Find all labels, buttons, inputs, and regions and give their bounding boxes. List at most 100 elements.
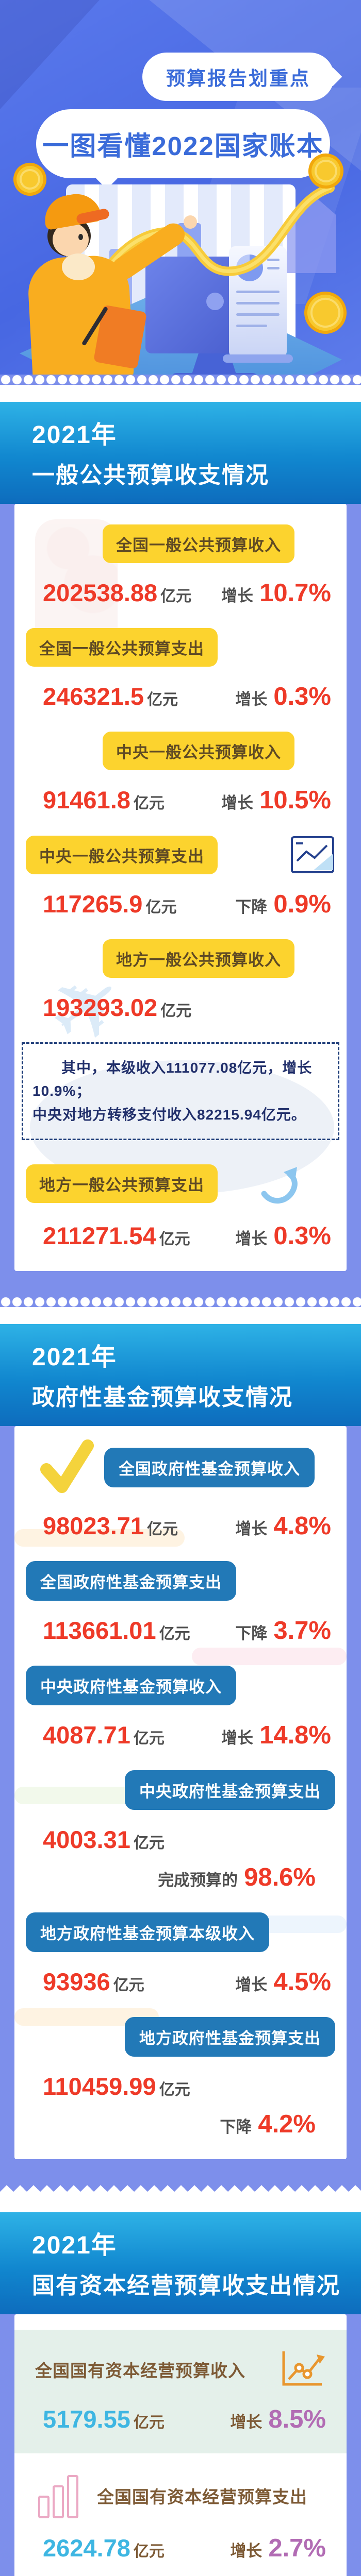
trend-label: 下降 xyxy=(235,1624,268,1643)
section1-year: 2021年 xyxy=(32,421,117,449)
budget-label: 全国一般公共预算收入 xyxy=(103,524,294,563)
section3-year: 2021年 xyxy=(32,2232,117,2260)
monitor-base xyxy=(171,373,258,375)
amount-unit: 亿元 xyxy=(160,588,192,605)
worker-figure xyxy=(21,190,197,375)
amount-value: 93936 xyxy=(43,1968,110,1996)
amount-unit: 亿元 xyxy=(145,899,177,916)
amount-value: 5179.55 xyxy=(43,2405,130,2433)
percent-value: 0.3% xyxy=(273,683,331,710)
value-row: 5179.55 亿元 增长 8.5% xyxy=(43,2405,326,2434)
trend-label: 增长 xyxy=(221,794,254,812)
section2-header: 2021年 政府性基金预算收支情况 xyxy=(0,1324,361,1427)
value-row: 193293.02 亿元 xyxy=(43,993,331,1022)
amount-unit: 亿元 xyxy=(133,1835,165,1852)
label-row: 全国一般公共预算支出 xyxy=(26,628,335,667)
section2-title: 政府性基金预算收支情况 xyxy=(32,1385,293,1411)
trend-label: 下降 xyxy=(220,2118,252,2137)
amount-unit: 亿元 xyxy=(133,2414,165,2432)
label-row: 地方政府性基金预算支出 xyxy=(26,2017,335,2057)
amount-value: 193293.02 xyxy=(43,994,158,1021)
budget-label: 全国政府性基金预算支出 xyxy=(26,1561,236,1601)
amount-value: 117265.9 xyxy=(43,890,143,918)
budget-label: 地方政府性基金预算本级收入 xyxy=(26,1912,269,1953)
receipt-line xyxy=(236,325,267,327)
budget-label: 中央一般公共预算收入 xyxy=(103,732,294,770)
label-row: 地方一般公共预算收入 xyxy=(26,939,335,978)
amount-value: 2624.78 xyxy=(43,2534,130,2562)
amount-unit: 亿元 xyxy=(160,1003,192,1020)
worker-face xyxy=(53,223,89,257)
badge-bubble: 预算报告划重点 xyxy=(142,53,334,101)
amount-value: 113661.01 xyxy=(43,1617,156,1645)
title-bubble: 一图看懂2022国家账本 xyxy=(36,109,330,178)
bar-chart-icon xyxy=(38,2475,78,2519)
label-row: 地方一般公共预算支出 xyxy=(26,1161,335,1206)
amount-unit: 亿元 xyxy=(147,691,178,708)
check-icon xyxy=(40,1439,94,1494)
receipt-line xyxy=(236,313,280,316)
trend-label: 下降 xyxy=(235,898,268,916)
label-row: 中央政府性基金预算支出 xyxy=(26,1770,335,1810)
amount-value: 91461.8 xyxy=(43,786,130,814)
amount-value: 98023.71 xyxy=(43,1512,144,1540)
trend-label: 增长 xyxy=(235,690,268,708)
amount-value: 202538.88 xyxy=(43,579,158,606)
section3-card: 全国国有资本经营预算收入 5179.55 亿元 增长 8.5% xyxy=(14,2314,347,2576)
worker-eye xyxy=(78,234,83,240)
amount-unit: 亿元 xyxy=(113,1977,144,1994)
label-row: 全国国有资本经营预算支出 xyxy=(14,2471,347,2520)
badge-text: 预算报告划重点 xyxy=(166,68,310,89)
percent-row: 下降 4.2% xyxy=(14,2110,316,2139)
trend-label: 增长 xyxy=(221,1729,254,1748)
budget-label: 全国国有资本经营预算收入 xyxy=(35,2361,245,2381)
amount-unit: 亿元 xyxy=(133,1730,165,1748)
budget-label: 中央政府性基金预算收入 xyxy=(26,1666,236,1706)
percent-value: 14.8% xyxy=(259,1721,331,1750)
percent-row: 完成预算的 98.6% xyxy=(14,1863,316,1892)
trend-label: 完成预算的 xyxy=(158,1871,238,1890)
amount-value: 246321.5 xyxy=(43,683,144,710)
percent-value: 8.5% xyxy=(268,2405,326,2434)
section1-card: ✈ 全国一般公共预算收入 202538.88 亿元 增长 10.7% 全国一般公… xyxy=(14,504,347,1272)
worker-hand xyxy=(184,215,197,229)
value-row: 98023.71 亿元 增长 4.8% xyxy=(43,1512,331,1540)
budget-label: 地方政府性基金预算支出 xyxy=(125,2017,335,2057)
budget-label: 地方一般公共预算支出 xyxy=(26,1164,218,1203)
value-row: 91461.8 亿元 增长 10.5% xyxy=(43,786,331,815)
label-row: 全国一般公共预算收入 xyxy=(26,524,335,563)
label-row: 全国政府性基金预算支出 xyxy=(26,1561,335,1601)
percent-value: 10.7% xyxy=(259,579,331,607)
note-line2: 中央对地方转移支付收入82215.94亿元。 xyxy=(32,1106,306,1123)
hero-banner: 预算报告划重点 一图看懂2022国家账本 xyxy=(0,0,361,375)
section2-year: 2021年 xyxy=(32,1344,117,1371)
percent-value: 0.3% xyxy=(273,1222,331,1250)
receipt-line xyxy=(236,302,280,304)
receipt-line xyxy=(267,267,280,269)
amount-unit: 亿元 xyxy=(133,2543,165,2561)
budget-label: 全国国有资本经营预算支出 xyxy=(97,2487,307,2507)
percent-value: 4.8% xyxy=(273,1512,331,1540)
receipt-line xyxy=(236,291,280,293)
label-row: 地方政府性基金预算本级收入 xyxy=(26,1912,335,1953)
percent-value: 2.7% xyxy=(268,2534,326,2563)
section3-title: 国有资本经营预算收支出情况 xyxy=(32,2273,340,2299)
amount-value: 110459.99 xyxy=(43,2073,156,2100)
value-row: 246321.5 亿元 增长 0.3% xyxy=(43,682,331,711)
label-row: 全国国有资本经营预算收入 xyxy=(14,2347,347,2392)
monitor-power-circle xyxy=(206,293,224,310)
paper-edge xyxy=(0,375,361,402)
stat-band: 全国国有资本经营预算支出 2624.78 亿元 增长 2.7% xyxy=(14,2453,347,2576)
note-line1: 其中，本级收入111077.08亿元，增长10.9%； xyxy=(32,1060,313,1099)
percent-value: 0.9% xyxy=(273,890,331,918)
trend-label: 增长 xyxy=(235,1520,268,1538)
label-row: 中央一般公共预算支出 xyxy=(26,835,335,874)
section3-header: 2021年 国有资本经营预算收支出情况 xyxy=(0,2212,361,2315)
worker-cap-icon xyxy=(41,190,103,231)
amount-unit: 亿元 xyxy=(159,1625,190,1643)
section1-title: 一般公共预算收支情况 xyxy=(32,463,269,488)
trend-label: 增长 xyxy=(235,1976,268,1994)
percent-value: 10.5% xyxy=(259,786,331,814)
trend-label: 增长 xyxy=(221,587,254,605)
growth-chart-icon xyxy=(282,2351,325,2386)
